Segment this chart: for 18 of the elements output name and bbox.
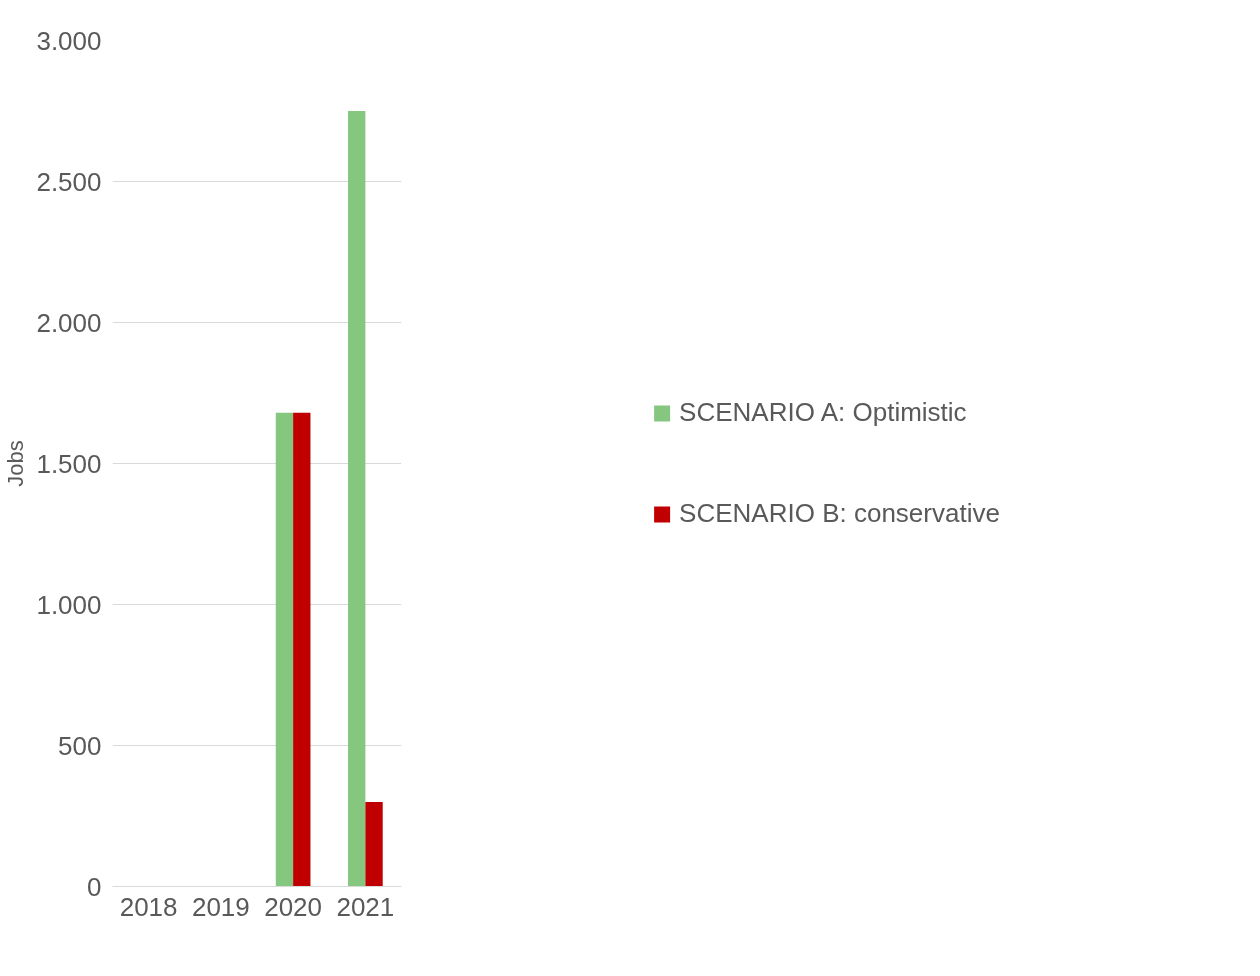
y-tick-label: 2.000 (36, 307, 102, 338)
bar (293, 412, 311, 887)
y-tick-label: 1.000 (36, 589, 102, 620)
y-axis-title: Jobs (3, 440, 29, 487)
x-tick-label: 2021 (336, 891, 395, 922)
y-tick-label: 3.000 (36, 25, 102, 56)
x-tick-label: 2020 (264, 891, 323, 922)
y-tick-label: 0 (87, 871, 102, 902)
legend-label: SCENARIO A: Optimistic (679, 397, 967, 428)
bar (365, 801, 383, 887)
y-tick-label: 500 (58, 730, 102, 761)
x-tick-label: 2019 (191, 891, 250, 922)
y-tick-label: 1.500 (36, 448, 102, 479)
x-tick-label: 2018 (119, 891, 178, 922)
bar (348, 111, 366, 887)
y-tick-label: 2.500 (36, 166, 102, 197)
bar (275, 412, 294, 887)
legend-label: SCENARIO B: conservative (679, 498, 1000, 529)
